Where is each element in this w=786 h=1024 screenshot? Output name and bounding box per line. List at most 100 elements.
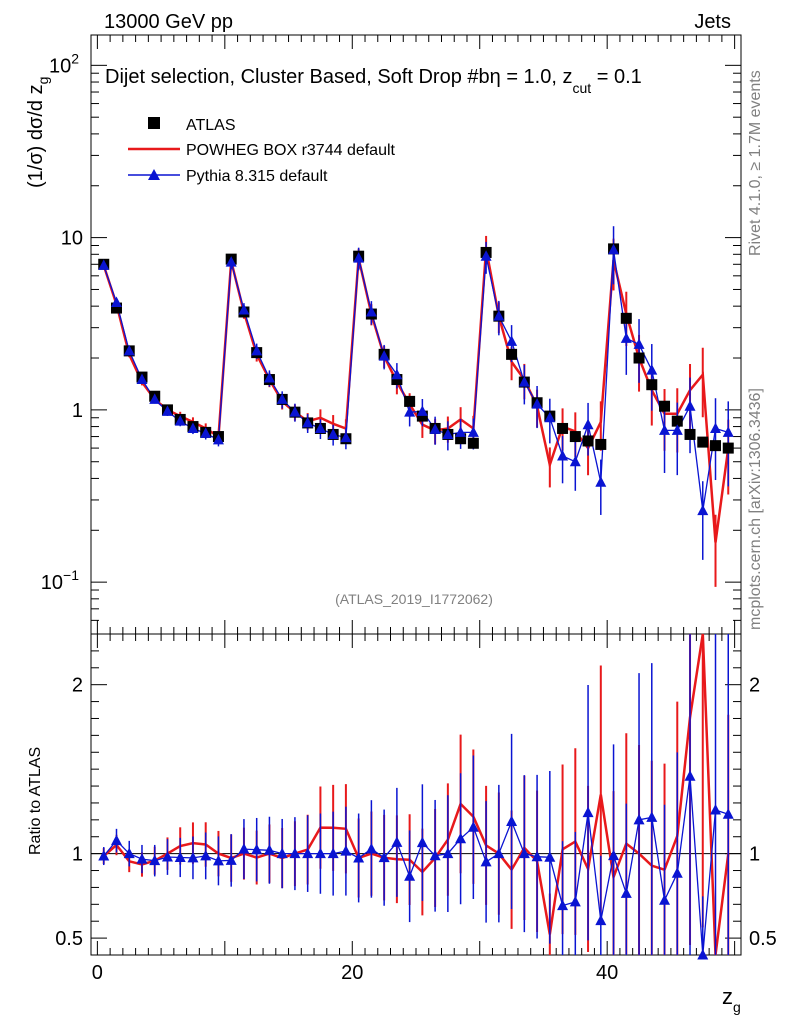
pythia-data-point bbox=[620, 332, 632, 343]
pythia-data-point bbox=[416, 405, 428, 416]
legend-pythia-marker bbox=[148, 169, 160, 180]
pythia-ratio-point bbox=[251, 843, 263, 855]
atlas-data-point bbox=[391, 374, 403, 386]
pythia-data-point bbox=[429, 423, 441, 434]
pythia-ratio-point bbox=[187, 851, 199, 863]
pythia-ratio-point bbox=[595, 914, 607, 926]
pythia-ratio-point bbox=[340, 845, 352, 856]
atlas-data-point bbox=[557, 422, 569, 434]
atlas-data-point bbox=[710, 440, 722, 452]
pythia-data-point bbox=[710, 422, 722, 433]
axes-layer: 0 20 40 10−1 1 10 102 0.5 0.5 1 1 2 2 bbox=[41, 35, 777, 984]
main-y-axis-title: (1/σ) dσ/d zg bbox=[25, 77, 51, 188]
energy-label: 13000 GeV pp bbox=[104, 11, 233, 33]
pythia-data-point bbox=[467, 426, 479, 437]
atlas-data-point bbox=[506, 348, 518, 360]
pythia-ratio-point bbox=[671, 867, 683, 878]
pythia-ratio-point bbox=[557, 899, 569, 911]
pythia-data-point bbox=[404, 406, 416, 417]
pythia-ratio-point bbox=[684, 770, 696, 781]
atlas-data-point bbox=[416, 410, 428, 422]
main-panel-data bbox=[98, 226, 734, 587]
pythia-data-point bbox=[633, 338, 645, 349]
pythia-ratio-point bbox=[646, 811, 658, 822]
legend: ATLAS POWHEG BOX r3744 default Pythia 8.… bbox=[128, 117, 396, 185]
pythia-data-point bbox=[251, 344, 263, 356]
ratio-y-tick-label-right: 1 bbox=[749, 844, 760, 866]
pythia-ratio-point bbox=[442, 847, 454, 859]
pythia-data-point bbox=[353, 252, 365, 263]
atlas-data-point bbox=[671, 415, 683, 427]
atlas-data-point bbox=[595, 438, 607, 450]
pythia-data-point bbox=[582, 418, 594, 430]
pythia-ratio-point bbox=[416, 836, 428, 848]
pythia-data-point bbox=[684, 400, 696, 411]
pythia-data-point bbox=[480, 250, 492, 261]
pythia-data-point bbox=[557, 449, 569, 461]
pythia-ratio-point bbox=[200, 849, 212, 861]
ratio-panel-frame bbox=[90, 633, 742, 956]
pythia-ratio-point bbox=[582, 806, 594, 818]
pythia-data-point bbox=[289, 406, 301, 417]
pythia-ratio-point bbox=[263, 844, 275, 855]
pythia-ratio-point bbox=[620, 887, 632, 898]
pythia-data-point bbox=[187, 422, 199, 433]
pythia-ratio-point bbox=[212, 854, 224, 866]
pythia-data-point bbox=[302, 416, 314, 428]
pythia-data-point bbox=[493, 310, 505, 321]
pythia-ratio-point bbox=[174, 851, 186, 862]
pythia-data-point bbox=[161, 405, 173, 416]
x-tick-label: 40 bbox=[596, 962, 618, 984]
pythia-ratio-point bbox=[493, 847, 505, 859]
pythia-data-point bbox=[722, 426, 734, 437]
pythia-data-point bbox=[365, 305, 377, 317]
pythia-ratio-point bbox=[710, 804, 722, 815]
pythia-series-line bbox=[103, 249, 729, 511]
ratio-y-tick-label-right: 0.5 bbox=[749, 928, 777, 950]
ratio-y-axis-title: Ratio to ATLAS bbox=[27, 747, 44, 855]
pythia-data-point bbox=[442, 428, 454, 439]
pythia-data-point bbox=[569, 455, 581, 467]
pythia-data-point bbox=[659, 424, 671, 435]
atlas-data-point bbox=[684, 428, 696, 440]
pythia-data-point bbox=[110, 296, 122, 308]
pythia-ratio-point bbox=[353, 851, 365, 863]
powheg-series-line bbox=[102, 248, 730, 543]
atlas-data-point bbox=[722, 442, 734, 454]
pythia-data-point bbox=[544, 411, 556, 423]
ratio-y-tick-label: 2 bbox=[72, 675, 83, 697]
pythia-ratio-point bbox=[327, 847, 339, 859]
pythia-ratio-point bbox=[531, 850, 543, 862]
pythia-ratio-point bbox=[659, 894, 671, 905]
x-tick-label: 20 bbox=[341, 962, 363, 984]
pythia-data-point bbox=[136, 373, 148, 385]
atlas-data-point bbox=[697, 436, 709, 448]
pythia-ratio-point bbox=[378, 851, 390, 863]
atlas-data-point bbox=[110, 302, 122, 314]
mcplots-label: mcplots.cern.ch [arXiv:1306.3436] bbox=[747, 388, 764, 630]
plot-title: Dijet selection, Cluster Based, Soft Dro… bbox=[105, 66, 642, 96]
pythia-data-point bbox=[314, 422, 326, 433]
pythia-ratio-point bbox=[429, 849, 441, 861]
pythia-data-point bbox=[276, 393, 288, 404]
pythia-ratio-point bbox=[149, 854, 161, 866]
pythia-ratio-point bbox=[506, 815, 518, 826]
pythia-ratio-point bbox=[98, 850, 110, 861]
pythia-ratio-point bbox=[633, 813, 645, 825]
pythia-ratio-point bbox=[365, 842, 377, 854]
pythia-data-point bbox=[340, 431, 352, 443]
pythia-data-point bbox=[212, 433, 224, 445]
legend-pythia-label: Pythia 8.315 default bbox=[186, 168, 328, 185]
pythia-data-point bbox=[506, 335, 518, 346]
pythia-ratio-point bbox=[136, 853, 148, 864]
pythia-ratio-point bbox=[697, 949, 709, 960]
pythia-data-point bbox=[595, 476, 607, 487]
legend-powheg-label: POWHEG BOX r3744 default bbox=[186, 142, 396, 159]
pythia-data-point bbox=[697, 504, 709, 516]
process-label: Jets bbox=[694, 11, 731, 33]
pythia-data-point bbox=[531, 398, 543, 409]
pythia-data-point bbox=[149, 393, 161, 404]
pythia-data-point bbox=[608, 243, 620, 255]
pythia-ratio-point bbox=[455, 832, 467, 844]
